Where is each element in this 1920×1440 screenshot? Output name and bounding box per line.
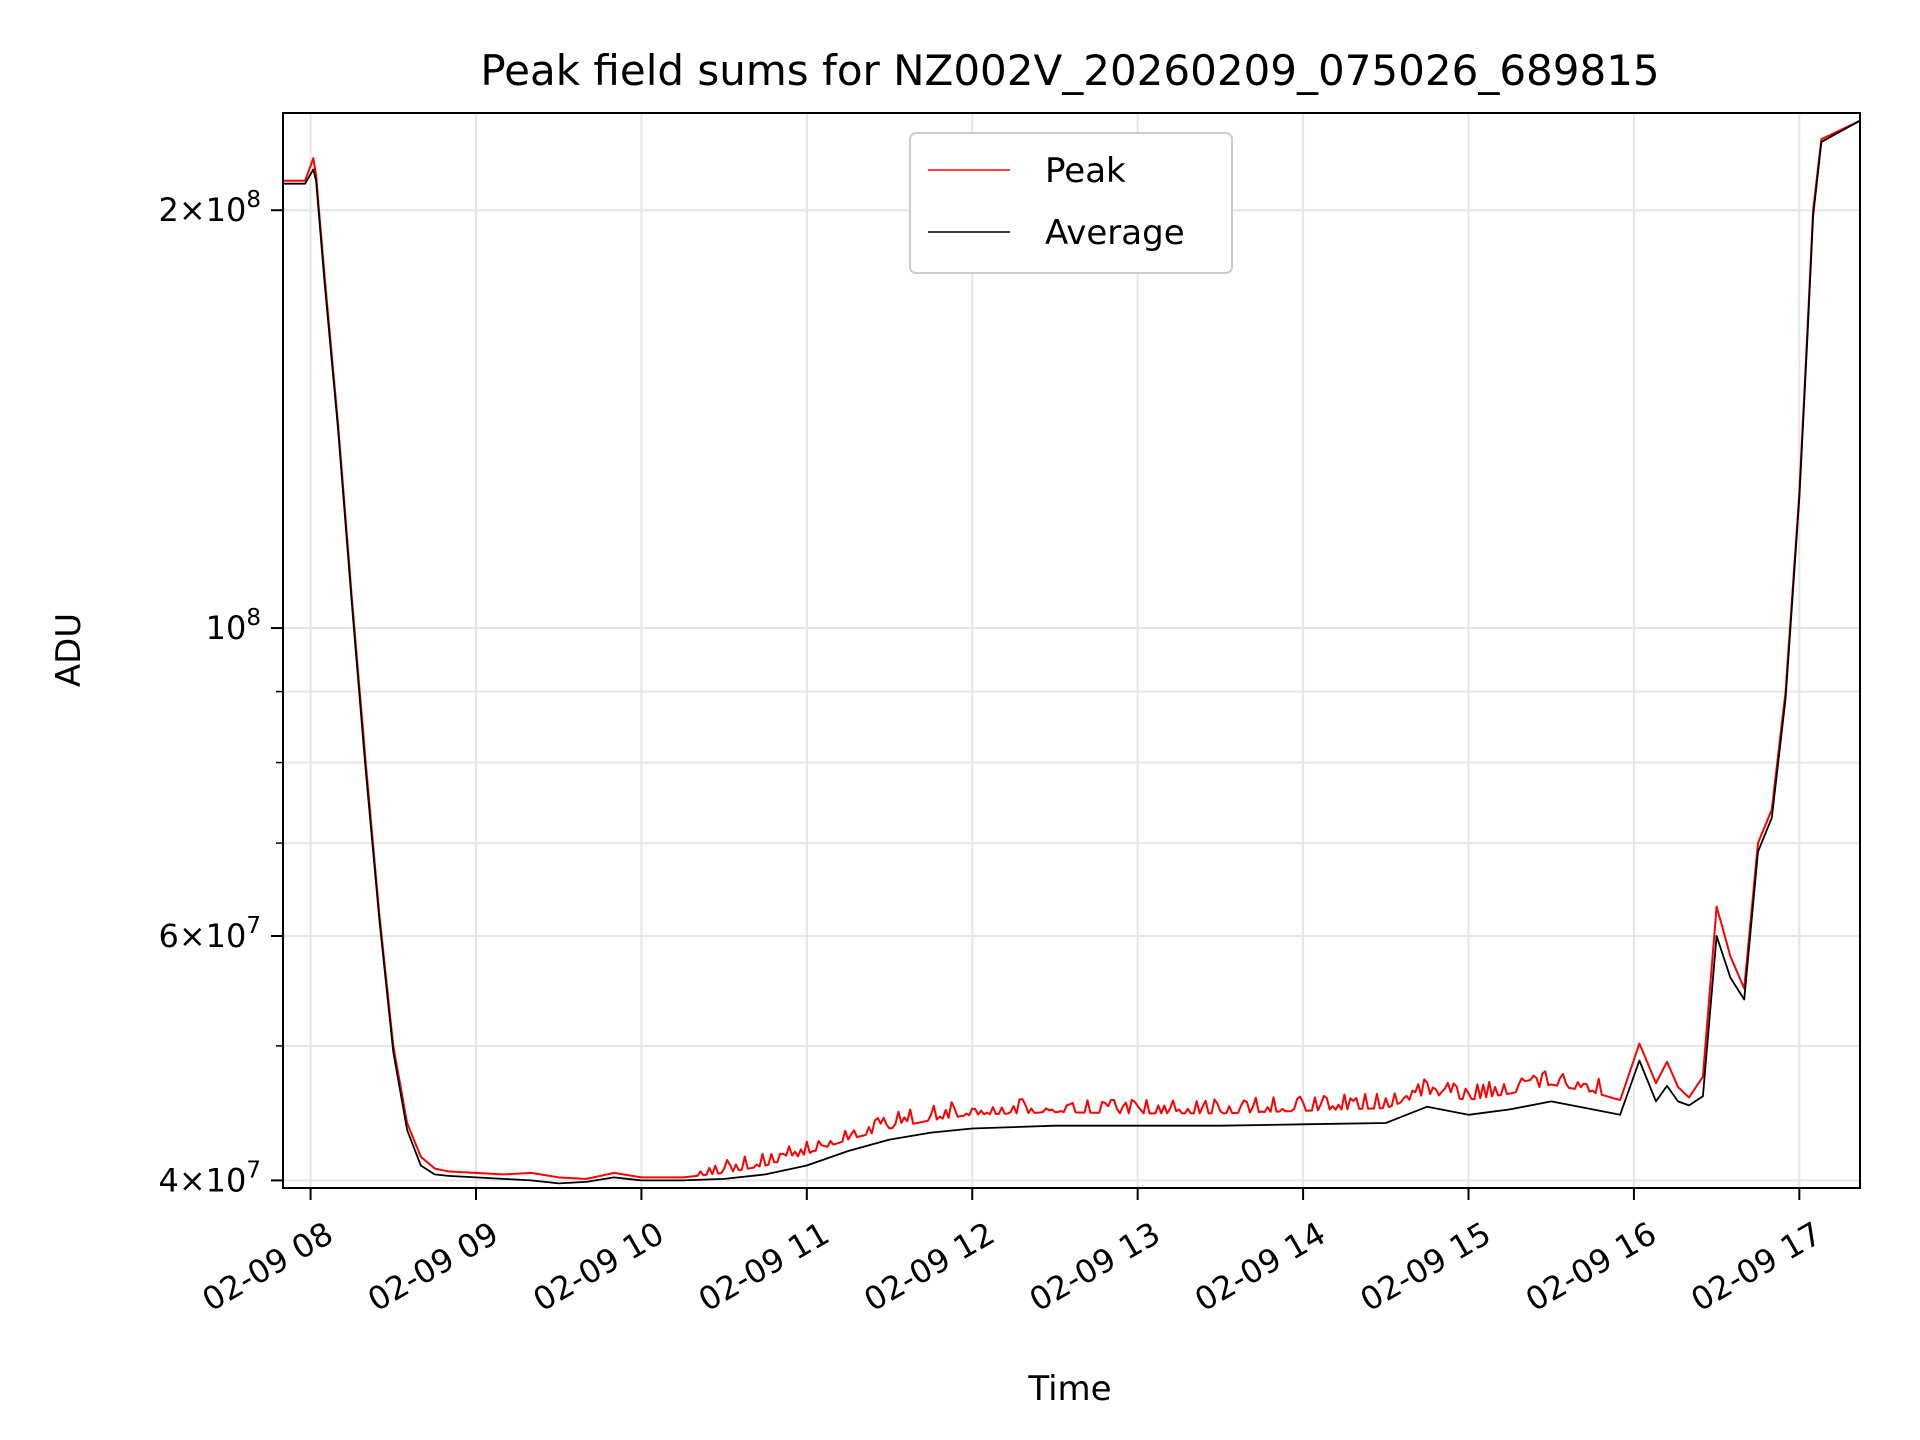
x-axis: 02-09 08 02-09 09 02-09 10 02-09 11 02-09 12… [196, 1188, 1828, 1319]
x-tick-label: 02-09 12 [857, 1214, 1001, 1319]
x-tick-label: 02-09 09 [361, 1214, 505, 1319]
x-axis-label: Time [1027, 1369, 1111, 1409]
x-tick-label: 02-09 17 [1685, 1214, 1829, 1319]
y-tick-label: 4×107 [158, 1157, 261, 1199]
chart-title: Peak field sums for NZ002V_20260209_0750… [480, 46, 1659, 95]
y-tick-label: 6×107 [158, 913, 261, 955]
legend: Peak Average [909, 132, 1233, 274]
series-line-average [283, 119, 1861, 1185]
legend-label-peak: Peak [1045, 151, 1126, 191]
grid [283, 113, 1860, 1188]
y-tick-label: 2×108 [158, 187, 261, 229]
series-line-peak [283, 119, 1861, 1180]
plot-area [283, 119, 1861, 1185]
x-tick-label: 02-09 11 [692, 1214, 836, 1319]
y-axis: 4×107 6×107 108 2×108 [158, 187, 283, 1199]
legend-label-average: Average [1045, 213, 1185, 253]
x-tick-label: 02-09 08 [196, 1214, 340, 1319]
x-tick-label: 02-09 13 [1023, 1214, 1167, 1319]
x-tick-label: 02-09 16 [1519, 1214, 1663, 1319]
y-tick-label: 108 [206, 605, 261, 647]
x-tick-label: 02-09 10 [527, 1214, 671, 1319]
legend-box [909, 132, 1233, 274]
y-axis-label: ADU [49, 613, 89, 687]
plot-frame [282, 112, 1861, 1189]
x-tick-label: 02-09 14 [1188, 1214, 1332, 1319]
x-tick-label: 02-09 15 [1354, 1214, 1498, 1319]
